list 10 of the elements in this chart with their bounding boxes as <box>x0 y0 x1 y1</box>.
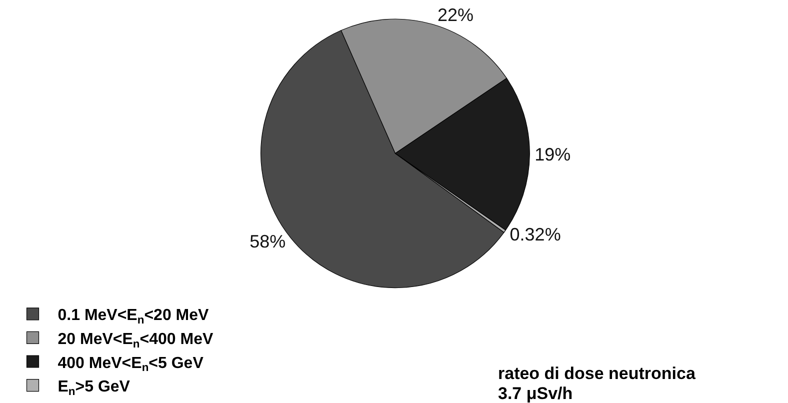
data-label: 22% <box>438 5 474 26</box>
legend-label: 0.1 MeV<E$_{n}$<20 MeV <box>58 307 210 326</box>
legend-label: 400 MeV<E$_{n}$<5 GeV <box>58 354 204 374</box>
text: rateo di dose neutronica <box>498 364 696 383</box>
text: 3.7 μSv/h <box>498 384 573 403</box>
data-label: 19% <box>534 144 571 164</box>
legend-label: 20 MeV<E$_{n}$<400 MeV <box>58 330 214 350</box>
data-label: 58% <box>250 232 286 252</box>
data-label: 0.32% <box>510 224 561 245</box>
legend-label: E$_{n}$>5 GeV <box>58 378 130 398</box>
